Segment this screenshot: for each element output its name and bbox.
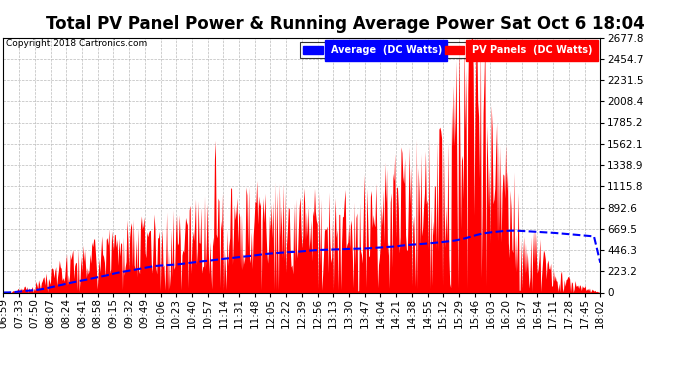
Text: Total PV Panel Power & Running Average Power Sat Oct 6 18:04: Total PV Panel Power & Running Average P… [46,15,644,33]
Legend: Average  (DC Watts), PV Panels  (DC Watts): Average (DC Watts), PV Panels (DC Watts) [300,42,595,58]
Text: Copyright 2018 Cartronics.com: Copyright 2018 Cartronics.com [6,39,147,48]
